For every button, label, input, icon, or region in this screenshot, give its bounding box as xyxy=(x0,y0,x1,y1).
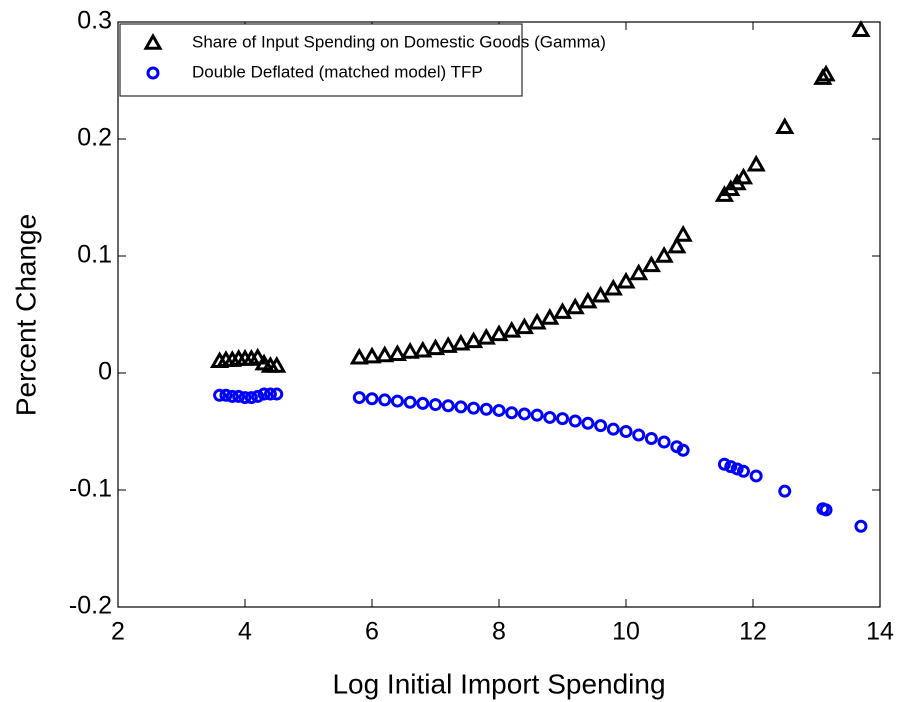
legend-label: Double Deflated (matched model) TFP xyxy=(192,62,483,81)
point xyxy=(775,117,795,135)
point xyxy=(619,425,633,438)
point xyxy=(387,344,407,362)
point xyxy=(673,224,693,242)
point xyxy=(632,428,646,442)
point xyxy=(441,399,455,413)
point xyxy=(362,346,382,364)
point xyxy=(492,403,506,417)
point xyxy=(403,395,417,409)
point xyxy=(425,338,446,356)
point xyxy=(375,345,395,363)
point xyxy=(349,347,369,365)
point xyxy=(257,387,271,401)
point xyxy=(248,347,268,365)
y-tick-label: 0.3 xyxy=(77,7,112,35)
point xyxy=(578,291,598,309)
point xyxy=(438,336,458,353)
point xyxy=(530,408,544,422)
point xyxy=(543,410,557,424)
point xyxy=(581,416,595,430)
point xyxy=(854,519,868,533)
point xyxy=(667,236,687,254)
point xyxy=(594,419,608,433)
legend-box xyxy=(119,23,523,97)
point xyxy=(378,393,392,407)
point xyxy=(413,340,433,358)
point xyxy=(565,297,585,315)
point xyxy=(219,388,233,402)
legend-label: Share of Input Spending on Domestic Good… xyxy=(192,32,606,51)
y-tick-label: 0 xyxy=(98,358,112,386)
point xyxy=(464,331,484,349)
x-tick-label: 6 xyxy=(365,618,379,646)
plot-frame xyxy=(117,21,881,608)
point xyxy=(819,503,833,517)
point xyxy=(644,432,658,446)
point xyxy=(451,333,471,351)
x-tick-label: 12 xyxy=(739,618,767,646)
point xyxy=(552,302,573,319)
point xyxy=(517,407,531,421)
y-axis-label: Percent Change xyxy=(10,214,41,416)
legend-marker xyxy=(146,66,160,80)
x-tick-label: 4 xyxy=(238,618,252,646)
y-tick-label: -0.2 xyxy=(69,592,112,620)
point xyxy=(657,435,671,449)
x-tick-label: 2 xyxy=(111,618,125,646)
point xyxy=(365,392,379,406)
point xyxy=(232,389,246,403)
point xyxy=(724,460,738,474)
x-tick-label: 14 xyxy=(866,618,894,646)
point xyxy=(263,387,277,401)
point xyxy=(816,64,836,82)
point xyxy=(213,388,227,402)
x-axis-label: Log Initial Import Spending xyxy=(332,668,665,699)
point xyxy=(400,341,420,359)
point xyxy=(352,391,366,405)
point xyxy=(641,255,661,273)
point xyxy=(454,400,468,414)
point xyxy=(568,414,582,428)
point xyxy=(390,394,404,408)
y-tick-label: 0.1 xyxy=(77,241,112,269)
point xyxy=(476,327,496,345)
point xyxy=(629,263,649,281)
point xyxy=(514,317,534,335)
point xyxy=(251,389,265,403)
point xyxy=(736,464,750,478)
point xyxy=(733,167,754,185)
point xyxy=(654,245,674,263)
point xyxy=(778,484,792,498)
point xyxy=(270,387,284,401)
point xyxy=(676,443,690,457)
y-tick-label: 0.2 xyxy=(77,124,112,152)
point xyxy=(416,396,430,410)
point xyxy=(540,307,560,325)
point xyxy=(238,391,252,405)
point xyxy=(717,457,731,471)
point xyxy=(730,462,744,476)
point xyxy=(502,320,522,338)
x-tick-label: 10 xyxy=(612,618,640,646)
legend-marker xyxy=(143,32,163,50)
point xyxy=(429,398,442,412)
point xyxy=(749,469,763,483)
point xyxy=(505,406,519,420)
point xyxy=(267,355,287,373)
point xyxy=(556,412,569,426)
point xyxy=(851,20,871,37)
point xyxy=(489,324,509,342)
y-tick-label: -0.1 xyxy=(69,475,112,503)
x-tick-label: 8 xyxy=(492,618,506,646)
point xyxy=(467,401,481,415)
point xyxy=(746,154,766,172)
point xyxy=(527,312,547,330)
point xyxy=(225,389,239,403)
point xyxy=(606,422,620,436)
point xyxy=(244,391,258,405)
point xyxy=(616,271,636,289)
point xyxy=(479,402,493,416)
